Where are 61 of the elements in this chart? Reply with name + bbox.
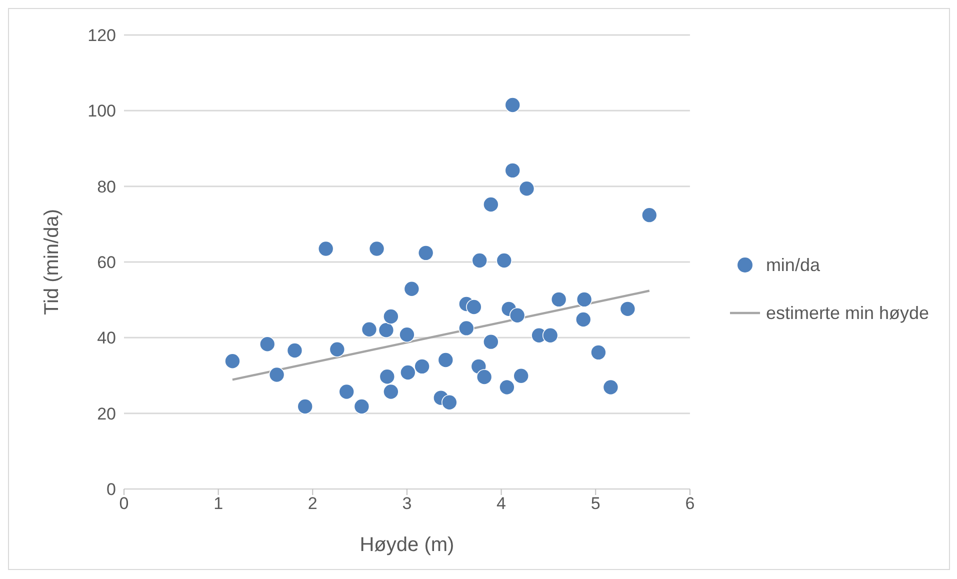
y-tick-label: 120 [88,26,116,46]
y-tick-label: 60 [97,253,116,272]
x-tick-label: 2 [308,494,318,514]
y-tick-label: 0 [106,480,116,500]
x-tick-label: 6 [685,494,695,514]
point [354,398,370,414]
point [442,394,458,410]
point [518,180,535,197]
point [496,252,512,268]
point [590,344,606,360]
x-tick-label: 0 [119,494,129,514]
point [513,368,529,384]
point [542,327,558,344]
point [329,341,346,358]
point [404,280,420,297]
point [476,369,492,385]
point [499,379,515,396]
point [318,240,334,257]
point [399,326,415,343]
point [297,398,313,414]
point [383,384,399,400]
y-axis-title: Tid (min/da) [41,209,64,315]
point [338,384,354,400]
legend-label: min/da [766,254,820,277]
x-tick-label: 3 [402,494,412,514]
point [483,334,499,350]
point [641,207,658,223]
point [472,252,488,268]
point [504,97,521,113]
point [466,299,482,315]
point [259,336,276,352]
x-tick-label: 5 [590,494,600,514]
y-tick-label: 80 [97,177,116,196]
point [224,353,240,370]
y-tick-label: 100 [88,102,116,121]
point [378,322,394,338]
point [509,307,526,324]
y-tick-label: 40 [97,328,116,348]
point [483,196,499,212]
point [458,320,474,336]
point [414,358,430,374]
point [576,292,592,308]
x-tick-label: 1 [214,494,224,514]
point [379,368,396,385]
point [438,352,454,368]
point [361,321,378,338]
point [400,364,416,380]
point [550,292,567,308]
point [620,301,636,317]
y-tick-label: 20 [97,404,116,424]
point [602,379,619,396]
point [575,312,592,328]
legend-label: estimerte min høyde [766,302,929,325]
point [504,162,521,178]
x-axis-title: Høyde (m) [360,534,454,556]
point [286,342,303,358]
point [268,366,285,383]
point [418,245,434,261]
point [383,308,399,324]
point [368,240,385,257]
x-tick-label: 4 [496,494,506,514]
